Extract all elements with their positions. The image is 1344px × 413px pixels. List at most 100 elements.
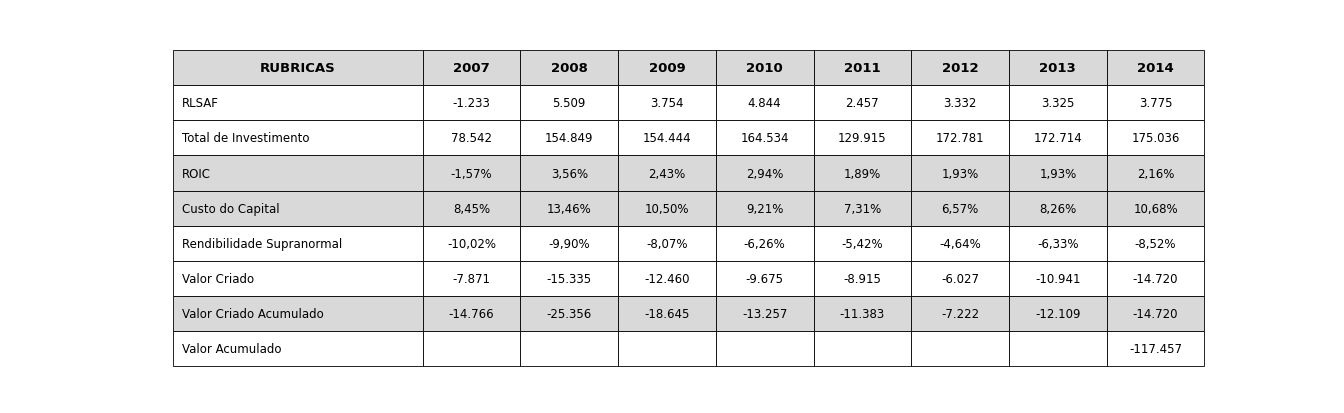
Bar [618,51,716,86]
Bar [618,261,716,296]
Text: ROIC: ROIC [181,167,211,180]
Text: 3.754: 3.754 [650,97,684,110]
Bar [1009,86,1106,121]
Text: -15.335: -15.335 [547,272,591,285]
Bar [716,331,813,366]
Bar [813,51,911,86]
Text: 8,45%: 8,45% [453,202,491,215]
Text: 2,94%: 2,94% [746,167,784,180]
Bar [813,331,911,366]
Bar [618,191,716,226]
Bar [173,121,422,156]
Bar [716,261,813,296]
Bar [716,296,813,331]
Text: 129.915: 129.915 [839,132,887,145]
Text: -7.871: -7.871 [453,272,491,285]
Text: -8.915: -8.915 [844,272,882,285]
Text: 175.036: 175.036 [1132,132,1180,145]
Text: 2,43%: 2,43% [648,167,685,180]
Text: Custo do Capital: Custo do Capital [181,202,280,215]
Text: -5,42%: -5,42% [841,237,883,250]
Text: -10.941: -10.941 [1035,272,1081,285]
Text: -117.457: -117.457 [1129,342,1181,355]
Bar [716,226,813,261]
Bar [1009,191,1106,226]
Text: Rendibilidade Supranormal: Rendibilidade Supranormal [181,237,341,250]
Text: -14.720: -14.720 [1133,272,1179,285]
Bar [1106,121,1204,156]
Bar [1009,226,1106,261]
Bar [813,296,911,331]
Bar [1009,331,1106,366]
Text: -7.222: -7.222 [941,307,980,320]
Bar [813,121,911,156]
Bar [520,156,618,191]
Bar [173,51,422,86]
Text: 78.542: 78.542 [452,132,492,145]
Text: RUBRICAS: RUBRICAS [261,62,336,75]
Bar [1106,156,1204,191]
Text: 3.775: 3.775 [1138,97,1172,110]
Bar [911,121,1009,156]
Bar [520,191,618,226]
Text: Total de Investimento: Total de Investimento [181,132,309,145]
Bar [618,296,716,331]
Text: -1,57%: -1,57% [450,167,492,180]
Text: RLSAF: RLSAF [181,97,219,110]
Bar [520,331,618,366]
Bar [173,296,422,331]
Text: -9,90%: -9,90% [548,237,590,250]
Text: 172.714: 172.714 [1034,132,1082,145]
Bar [1106,51,1204,86]
Text: 6,57%: 6,57% [942,202,978,215]
Text: -12.460: -12.460 [644,272,689,285]
Text: 8,26%: 8,26% [1039,202,1077,215]
Bar [520,121,618,156]
Bar [520,51,618,86]
Text: 10,68%: 10,68% [1133,202,1177,215]
Text: -6,26%: -6,26% [743,237,785,250]
Bar [911,51,1009,86]
Bar [813,261,911,296]
Bar [618,156,716,191]
Bar [1106,86,1204,121]
Bar [1106,191,1204,226]
Text: -8,52%: -8,52% [1134,237,1176,250]
Text: -8,07%: -8,07% [646,237,688,250]
Text: 2011: 2011 [844,62,880,75]
Bar [422,156,520,191]
Text: -6,33%: -6,33% [1038,237,1079,250]
Bar [422,226,520,261]
Text: -11.383: -11.383 [840,307,884,320]
Text: -25.356: -25.356 [547,307,591,320]
Bar [422,121,520,156]
Bar [1009,121,1106,156]
Bar [1106,261,1204,296]
Text: -13.257: -13.257 [742,307,788,320]
Bar [1009,296,1106,331]
Text: 2009: 2009 [649,62,685,75]
Bar [618,86,716,121]
Bar [173,86,422,121]
Bar [520,226,618,261]
Bar [911,191,1009,226]
Bar [422,331,520,366]
Text: -6.027: -6.027 [941,272,980,285]
Text: -10,02%: -10,02% [448,237,496,250]
Bar [618,226,716,261]
Text: 154.444: 154.444 [642,132,691,145]
Bar [173,191,422,226]
Bar [716,121,813,156]
Bar [173,156,422,191]
Bar [1009,261,1106,296]
Bar [716,191,813,226]
Text: -1.233: -1.233 [453,97,491,110]
Text: 10,50%: 10,50% [645,202,689,215]
Text: -12.109: -12.109 [1035,307,1081,320]
Text: -18.645: -18.645 [644,307,689,320]
Text: 1,93%: 1,93% [942,167,978,180]
Bar [813,191,911,226]
Bar [813,86,911,121]
Text: 2.457: 2.457 [845,97,879,110]
Bar [173,331,422,366]
